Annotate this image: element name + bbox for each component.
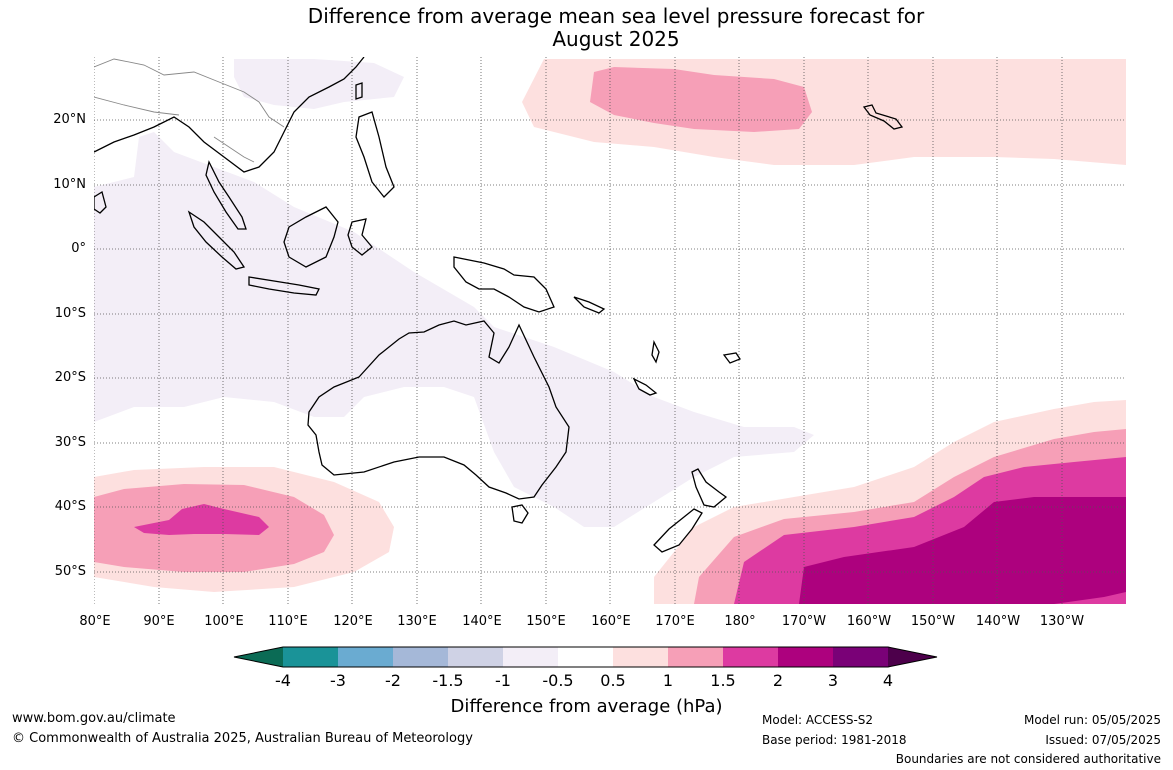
lon-label-100e: 100°E: [204, 614, 244, 629]
sumatra-coastline: [187, 210, 246, 270]
colorbar-tick: -0.5: [542, 671, 574, 690]
borneo-coastline: [283, 206, 339, 268]
hawaii-coastline: [862, 104, 904, 130]
colorbar-title: Difference from average (hPa): [450, 696, 723, 717]
anomaly-zone-neg-0.5-north: [234, 59, 404, 109]
lat-label-50s: 50°S: [54, 564, 86, 579]
lat-label-equator: 0°: [71, 241, 86, 256]
taiwan-coastline: [355, 82, 363, 100]
colorbar-segment-1: [283, 647, 338, 667]
colorbar-tick: -1.5: [432, 671, 464, 690]
footer-boundaries-note: Boundaries are not considered authoritat…: [895, 752, 1161, 766]
lon-label-170e: 170°E: [655, 614, 695, 629]
colorbar-segment-5: [503, 647, 558, 667]
colorbar-segment-3: [393, 647, 448, 667]
colorbar: [233, 646, 938, 668]
colorbar-segment-4: [448, 647, 503, 667]
colorbar-segment-2: [338, 647, 393, 667]
lat-label-10s: 10°S: [54, 306, 86, 321]
new-guinea-coastline: [453, 256, 555, 313]
new-caledonia-coastline: [632, 377, 658, 396]
map-title-line2: August 2025: [552, 27, 680, 51]
coastlines: [94, 57, 904, 553]
lon-label-120e: 120°E: [333, 614, 373, 629]
lon-label-130e: 130°E: [397, 614, 437, 629]
colorbar-tick: 2: [772, 671, 784, 690]
colorbar-outline: [233, 646, 938, 668]
colorbar-tick: 0.5: [600, 671, 626, 690]
colorbar-tick: -2: [385, 671, 401, 690]
colorbar-segment-7: [613, 647, 668, 667]
lon-label-160w: 160°W: [846, 614, 892, 629]
footer-site-link[interactable]: www.bom.gov.au/climate: [12, 711, 176, 726]
colorbar-segment-0: [234, 647, 283, 667]
new-zealand-north-coastline: [691, 468, 728, 508]
new-zealand-south-coastline: [653, 508, 703, 553]
lon-label-150w: 150°W: [910, 614, 956, 629]
lon-label-140w: 140°W: [975, 614, 1021, 629]
footer-model-run: Model run: 05/05/2025: [1023, 713, 1161, 727]
asia-mainland-coastline: [94, 57, 365, 173]
sri-lanka-coastline: [94, 190, 107, 214]
anomaly-zone-pos-1.5-sw: [134, 504, 269, 535]
malay-peninsula-coastline: [205, 160, 247, 230]
fiji-coastline: [722, 352, 741, 364]
colorbar-tick: 3: [827, 671, 839, 690]
lon-label-90e: 90°E: [143, 614, 175, 629]
colorbar-tick: -3: [330, 671, 346, 690]
tasmania-coastline: [511, 504, 529, 524]
colorbar-tick: 1.5: [710, 671, 736, 690]
lon-label-80e: 80°E: [79, 614, 111, 629]
lon-label-150e: 150°E: [526, 614, 566, 629]
footer-issued: Issued: 07/05/2025: [1045, 733, 1161, 747]
colorbar-segment-8: [668, 647, 723, 667]
colorbar-segment-10: [778, 647, 833, 667]
colorbar-segment-6: [558, 647, 613, 667]
sulawesi-coastline: [347, 218, 373, 256]
anomaly-zone-pos-1-north: [590, 67, 812, 132]
lon-label-170w: 170°W: [781, 614, 827, 629]
lon-label-110e: 110°E: [268, 614, 308, 629]
graticule: [94, 57, 1126, 604]
lon-label-180: 180°: [724, 614, 756, 629]
lon-label-130w: 130°W: [1039, 614, 1085, 629]
lat-label-30s: 30°S: [54, 435, 86, 450]
anomaly-zone-pos-2-se: [799, 497, 1126, 604]
colorbar-tick: -1: [495, 671, 511, 690]
anomaly-zone-neg-0.5: [94, 132, 814, 527]
footer-model: Model: ACCESS-S2: [762, 713, 874, 727]
colorbar-segment-12: [888, 647, 937, 667]
colorbar-tick: -4: [275, 671, 291, 690]
footer-copyright: © Commonwealth of Australia 2025, Austra…: [12, 731, 473, 746]
lon-label-160e: 160°E: [591, 614, 631, 629]
colorbar-tick: 1: [662, 671, 674, 690]
solomon-islands-coastline: [573, 296, 606, 314]
lat-label-20s: 20°S: [54, 370, 86, 385]
philippines-coastline: [355, 111, 395, 198]
map-title-line1: Difference from average mean sea level p…: [307, 4, 925, 28]
colorbar-segment-11: [833, 647, 888, 667]
colorbar-tick: 4: [882, 671, 894, 690]
lat-label-40s: 40°S: [54, 499, 86, 514]
australia-coastline: [307, 320, 570, 500]
lat-label-10n: 10°N: [53, 177, 86, 192]
country-borders: [94, 58, 285, 163]
colorbar-segment-9: [723, 647, 778, 667]
pressure-anomaly-map: [94, 57, 1126, 604]
lat-label-20n: 20°N: [53, 112, 86, 127]
footer-base-period: Base period: 1981-2018: [762, 733, 907, 747]
java-coastline: [248, 276, 320, 296]
map-panel: [94, 57, 1126, 604]
map-title: Difference from average mean sea level p…: [0, 5, 1173, 51]
lon-label-140e: 140°E: [462, 614, 502, 629]
vanuatu-coastline: [651, 339, 660, 364]
